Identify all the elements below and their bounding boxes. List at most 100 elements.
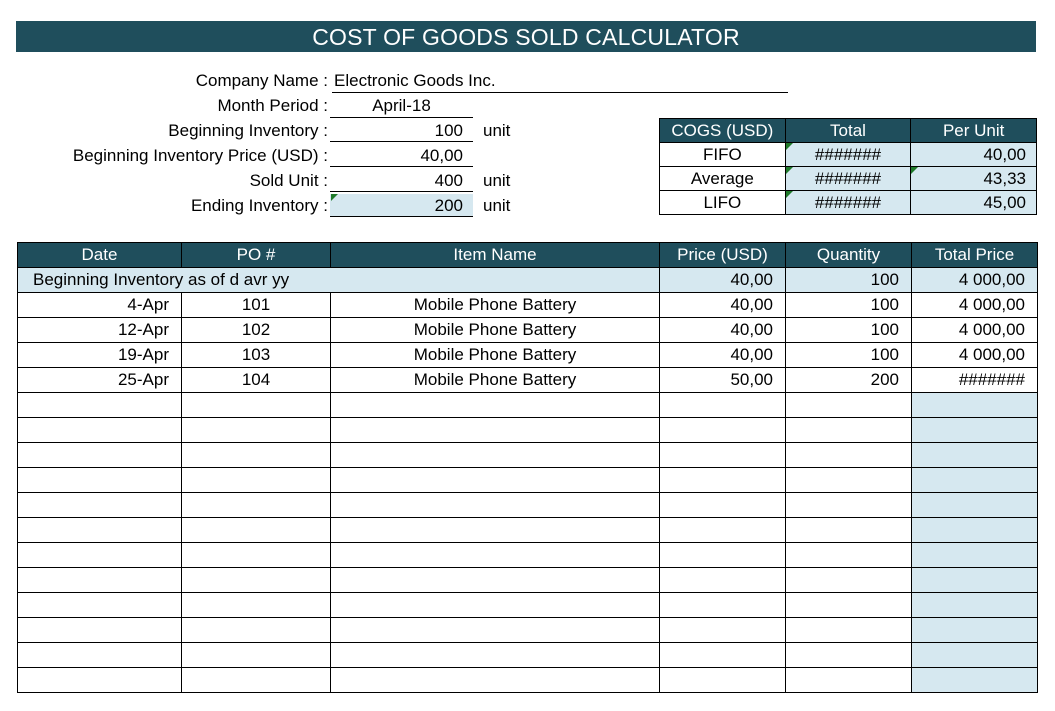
empty-cell[interactable]: [17, 467, 182, 493]
empty-cell[interactable]: [17, 517, 182, 543]
empty-cell[interactable]: [330, 567, 660, 593]
empty-cell[interactable]: [659, 517, 786, 543]
table-cell-item[interactable]: Mobile Phone Battery: [330, 367, 660, 393]
empty-cell[interactable]: [911, 592, 1038, 618]
empty-cell[interactable]: [911, 567, 1038, 593]
empty-cell[interactable]: [659, 567, 786, 593]
empty-cell[interactable]: [911, 392, 1038, 418]
empty-cell[interactable]: [785, 642, 912, 668]
empty-cell[interactable]: [911, 617, 1038, 643]
beginning-price-field[interactable]: 40,00: [330, 144, 473, 167]
empty-cell[interactable]: [911, 667, 1038, 693]
empty-cell[interactable]: [181, 392, 331, 418]
empty-cell[interactable]: [785, 517, 912, 543]
empty-cell[interactable]: [785, 467, 912, 493]
empty-cell[interactable]: [181, 642, 331, 668]
table-cell-quantity[interactable]: 100: [785, 292, 912, 318]
table-row[interactable]: 19-Apr 103 Mobile Phone Battery 40,00 100 4 0…: [17, 342, 1038, 368]
empty-table-row[interactable]: [17, 417, 1038, 443]
empty-cell[interactable]: [659, 492, 786, 518]
empty-table-row[interactable]: [17, 467, 1038, 493]
empty-cell[interactable]: [17, 592, 182, 618]
empty-cell[interactable]: [785, 617, 912, 643]
table-cell-date[interactable]: 4-Apr: [17, 292, 182, 318]
empty-cell[interactable]: [785, 392, 912, 418]
empty-cell[interactable]: [181, 517, 331, 543]
empty-cell[interactable]: [330, 467, 660, 493]
table-cell-item[interactable]: Mobile Phone Battery: [330, 317, 660, 343]
empty-cell[interactable]: [659, 542, 786, 568]
table-cell-price[interactable]: 40,00: [659, 342, 786, 368]
empty-table-row[interactable]: [17, 492, 1038, 518]
empty-cell[interactable]: [17, 667, 182, 693]
table-cell-po[interactable]: 102: [181, 317, 331, 343]
empty-cell[interactable]: [785, 567, 912, 593]
table-row[interactable]: 12-Apr 102 Mobile Phone Battery 40,00 100 4 0…: [17, 317, 1038, 343]
empty-table-row[interactable]: [17, 592, 1038, 618]
table-cell-po[interactable]: 101: [181, 292, 331, 318]
table-cell-total[interactable]: #######: [911, 367, 1038, 393]
empty-cell[interactable]: [911, 492, 1038, 518]
empty-cell[interactable]: [181, 667, 331, 693]
empty-cell[interactable]: [659, 467, 786, 493]
empty-cell[interactable]: [330, 592, 660, 618]
table-cell-quantity[interactable]: 100: [785, 342, 912, 368]
table-cell-item[interactable]: Mobile Phone Battery: [330, 292, 660, 318]
table-cell-total[interactable]: 4 000,00: [911, 292, 1038, 318]
empty-cell[interactable]: [785, 592, 912, 618]
empty-cell[interactable]: [330, 392, 660, 418]
empty-cell[interactable]: [17, 442, 182, 468]
empty-cell[interactable]: [785, 492, 912, 518]
empty-cell[interactable]: [330, 417, 660, 443]
empty-cell[interactable]: [330, 642, 660, 668]
empty-cell[interactable]: [181, 492, 331, 518]
empty-cell[interactable]: [330, 542, 660, 568]
empty-cell[interactable]: [181, 567, 331, 593]
table-cell-price[interactable]: 40,00: [659, 317, 786, 343]
empty-cell[interactable]: [785, 442, 912, 468]
table-cell-total[interactable]: 4 000,00: [911, 317, 1038, 343]
empty-cell[interactable]: [181, 617, 331, 643]
empty-cell[interactable]: [181, 592, 331, 618]
empty-table-row[interactable]: [17, 567, 1038, 593]
empty-cell[interactable]: [330, 492, 660, 518]
empty-cell[interactable]: [181, 467, 331, 493]
empty-cell[interactable]: [659, 642, 786, 668]
empty-table-row[interactable]: [17, 667, 1038, 693]
table-cell-price[interactable]: 50,00: [659, 367, 786, 393]
empty-table-row[interactable]: [17, 542, 1038, 568]
table-cell-quantity[interactable]: 100: [785, 317, 912, 343]
empty-cell[interactable]: [785, 542, 912, 568]
table-cell-date[interactable]: 19-Apr: [17, 342, 182, 368]
empty-cell[interactable]: [17, 567, 182, 593]
empty-cell[interactable]: [17, 617, 182, 643]
empty-cell[interactable]: [911, 517, 1038, 543]
empty-table-row[interactable]: [17, 442, 1038, 468]
table-cell-po[interactable]: 104: [181, 367, 331, 393]
empty-cell[interactable]: [911, 642, 1038, 668]
empty-cell[interactable]: [181, 542, 331, 568]
empty-cell[interactable]: [17, 417, 182, 443]
empty-table-row[interactable]: [17, 517, 1038, 543]
empty-cell[interactable]: [911, 542, 1038, 568]
empty-cell[interactable]: [659, 617, 786, 643]
empty-cell[interactable]: [17, 542, 182, 568]
empty-table-row[interactable]: [17, 642, 1038, 668]
empty-cell[interactable]: [785, 417, 912, 443]
company-name-field[interactable]: Electronic Goods Inc.: [332, 69, 788, 93]
empty-table-row[interactable]: [17, 617, 1038, 643]
sold-unit-field[interactable]: 400: [330, 169, 473, 192]
empty-cell[interactable]: [911, 467, 1038, 493]
empty-cell[interactable]: [330, 517, 660, 543]
table-row[interactable]: 25-Apr 104 Mobile Phone Battery 50,00 200 ###…: [17, 367, 1038, 393]
empty-table-row[interactable]: [17, 392, 1038, 418]
empty-cell[interactable]: [911, 417, 1038, 443]
table-cell-po[interactable]: 103: [181, 342, 331, 368]
empty-cell[interactable]: [17, 492, 182, 518]
empty-cell[interactable]: [17, 642, 182, 668]
table-cell-total[interactable]: 4 000,00: [911, 342, 1038, 368]
month-period-field[interactable]: April-18: [330, 94, 473, 118]
empty-cell[interactable]: [330, 442, 660, 468]
beginning-inventory-field[interactable]: 100: [330, 119, 473, 142]
empty-cell[interactable]: [330, 617, 660, 643]
